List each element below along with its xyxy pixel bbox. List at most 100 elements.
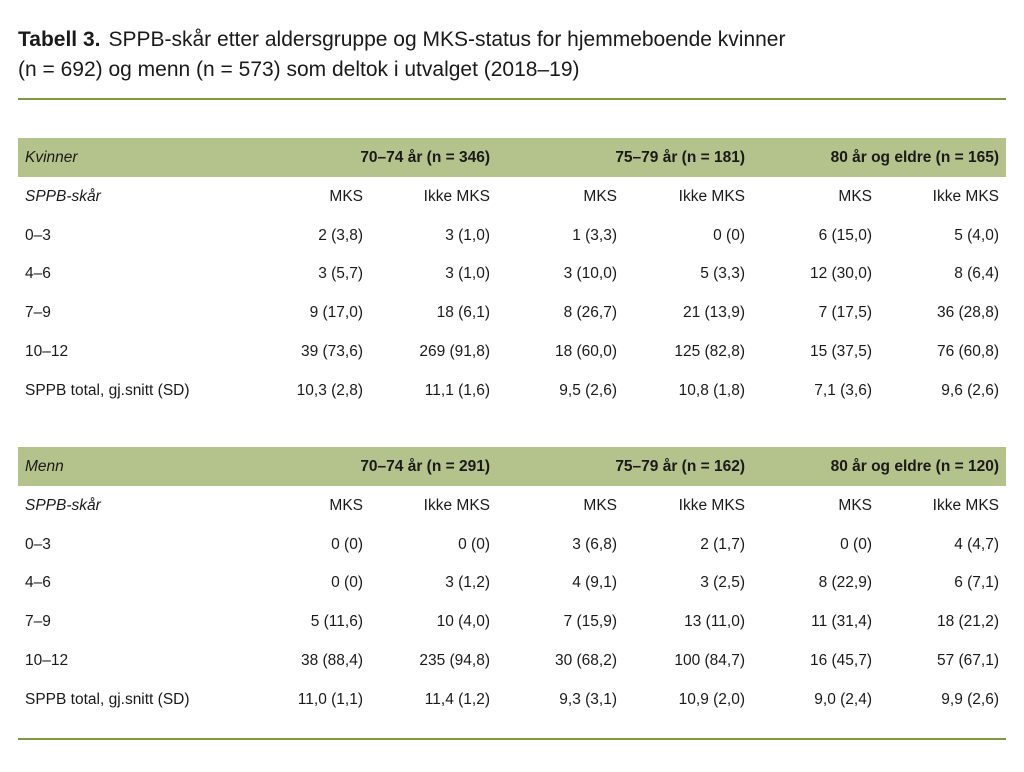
table-cell: 5 (4,0)	[954, 226, 999, 244]
table-cell: 10,9 (2,0)	[678, 690, 745, 708]
table-cell: 8 (6,4)	[954, 265, 999, 283]
column-header: MKS	[838, 187, 872, 205]
table-cell: 21 (13,9)	[682, 304, 745, 322]
table-cell: 8 (22,9)	[818, 574, 872, 592]
table-cell: 0 (0)	[840, 535, 872, 553]
row-label: SPPB total, gj.snitt (SD)	[25, 381, 190, 399]
table-cell: 16 (45,7)	[809, 652, 872, 669]
table-cell: 5 (11,6)	[310, 613, 363, 631]
table-cell: 30 (68,2)	[554, 652, 617, 669]
column-header: MKS	[838, 496, 872, 514]
table-cell: 10 (4,0)	[436, 613, 490, 631]
table-cell: 6 (7,1)	[954, 574, 999, 592]
age-group: 75–79 år (n = 162)	[615, 458, 745, 475]
column-header: MKS	[329, 496, 363, 514]
table-cell: 10,3 (2,8)	[296, 381, 363, 399]
table-cell: 39 (73,6)	[300, 343, 363, 360]
table-cell: 1 (3,3)	[572, 226, 617, 244]
column-header: MKS	[583, 187, 617, 205]
table-cell: 4 (4,7)	[954, 535, 999, 553]
table-cell: 9,6 (2,6)	[941, 381, 999, 399]
table-cell: 100 (84,7)	[674, 652, 745, 669]
column-header: Ikke MKS	[678, 496, 745, 514]
row-label: 10–12	[25, 652, 69, 669]
title-line: (n = 692) og menn (n = 573) som deltok i…	[18, 58, 580, 81]
table-cell: 125 (82,8)	[674, 343, 745, 360]
table-cell: 7,1 (3,6)	[814, 381, 872, 399]
table-cell: 3 (10,0)	[563, 265, 617, 283]
table-cell: 11 (31,4)	[811, 613, 872, 631]
table-cell: 3 (1,0)	[445, 226, 490, 244]
table-cell: 6 (15,0)	[818, 226, 872, 244]
table-cell: 15 (37,5)	[809, 343, 872, 360]
age-group: 80 år og eldre (n = 120)	[830, 458, 999, 475]
table-cell: 9,3 (3,1)	[559, 690, 617, 708]
table-cell: 8 (26,7)	[563, 304, 617, 322]
subheader-label: SPPB-skår	[25, 187, 101, 205]
table-cell: 18 (6,1)	[436, 304, 490, 322]
row-label: 10–12	[25, 343, 69, 360]
row-label: 0–3	[25, 535, 51, 553]
table-cell: 3 (6,8)	[572, 535, 617, 553]
title-text: SPPB-skår etter aldersgruppe og MKS-stat…	[108, 28, 786, 51]
column-header: Ikke MKS	[678, 187, 745, 205]
table-cell: 18 (21,2)	[936, 613, 999, 631]
rule	[18, 98, 1006, 100]
table-cell: 2 (3,8)	[318, 226, 363, 244]
table-cell: 3 (5,7)	[318, 265, 363, 283]
title-label: Tabell 3.	[18, 28, 101, 51]
row-label: 4–6	[25, 265, 51, 283]
table-cell: 9,9 (2,6)	[941, 690, 999, 708]
header-band	[18, 447, 1006, 486]
row-label: 4–6	[25, 574, 51, 592]
row-label: SPPB total, gj.snitt (SD)	[25, 690, 190, 708]
row-label: 7–9	[25, 304, 51, 322]
age-group: 75–79 år (n = 181)	[615, 149, 745, 166]
header-band	[18, 138, 1006, 177]
table-cell: 0 (0)	[331, 574, 363, 592]
table-cell: 7 (15,9)	[563, 613, 617, 631]
table-cell: 0 (0)	[713, 226, 745, 244]
table-cell: 235 (94,8)	[419, 652, 490, 669]
table-cell: 10,8 (1,8)	[678, 381, 745, 399]
table-cell: 269 (91,8)	[419, 343, 490, 360]
table-cell: 36 (28,8)	[936, 304, 999, 322]
table-cell: 57 (67,1)	[936, 652, 999, 669]
table-cell: 76 (60,8)	[936, 343, 999, 360]
subheader-label: SPPB-skår	[25, 496, 101, 514]
title-line: Tabell 3. SPPB-skår etter aldersgruppe og…	[18, 28, 785, 52]
column-header: Ikke MKS	[423, 496, 490, 514]
table-cell: 3 (1,0)	[445, 265, 490, 283]
column-header: Ikke MKS	[932, 496, 999, 514]
table-cell: 38 (88,4)	[300, 652, 363, 669]
age-group: 80 år og eldre (n = 165)	[830, 149, 999, 166]
column-header: MKS	[329, 187, 363, 205]
age-group: 70–74 år (n = 346)	[360, 149, 490, 166]
rule	[18, 738, 1006, 740]
row-label: 0–3	[25, 226, 51, 244]
table-cell: 11,4 (1,2)	[424, 690, 490, 708]
column-header: MKS	[583, 496, 617, 514]
table-cell: 9,0 (2,4)	[814, 690, 872, 708]
table-cell: 0 (0)	[458, 535, 490, 553]
table-cell: 12 (30,0)	[809, 265, 872, 283]
table-cell: 13 (11,0)	[684, 613, 745, 631]
table-cell: 9 (17,0)	[309, 304, 363, 322]
table-cell: 3 (2,5)	[700, 574, 745, 592]
table-cell: 0 (0)	[331, 535, 363, 553]
group-label: Kvinner	[25, 149, 78, 166]
table-cell: 5 (3,3)	[700, 265, 745, 283]
column-header: Ikke MKS	[423, 187, 490, 205]
column-header: Ikke MKS	[932, 187, 999, 205]
row-label: 7–9	[25, 613, 51, 631]
table-cell: 18 (60,0)	[554, 343, 617, 360]
table-cell: 2 (1,7)	[700, 535, 745, 553]
group-label: Menn	[25, 458, 64, 475]
table-cell: 9,5 (2,6)	[559, 381, 617, 399]
age-group: 70–74 år (n = 291)	[360, 458, 490, 475]
table-cell: 4 (9,1)	[572, 574, 617, 592]
table-cell: 3 (1,2)	[445, 574, 490, 592]
table-cell: 7 (17,5)	[818, 304, 872, 322]
table-cell: 11,0 (1,1)	[297, 690, 363, 708]
